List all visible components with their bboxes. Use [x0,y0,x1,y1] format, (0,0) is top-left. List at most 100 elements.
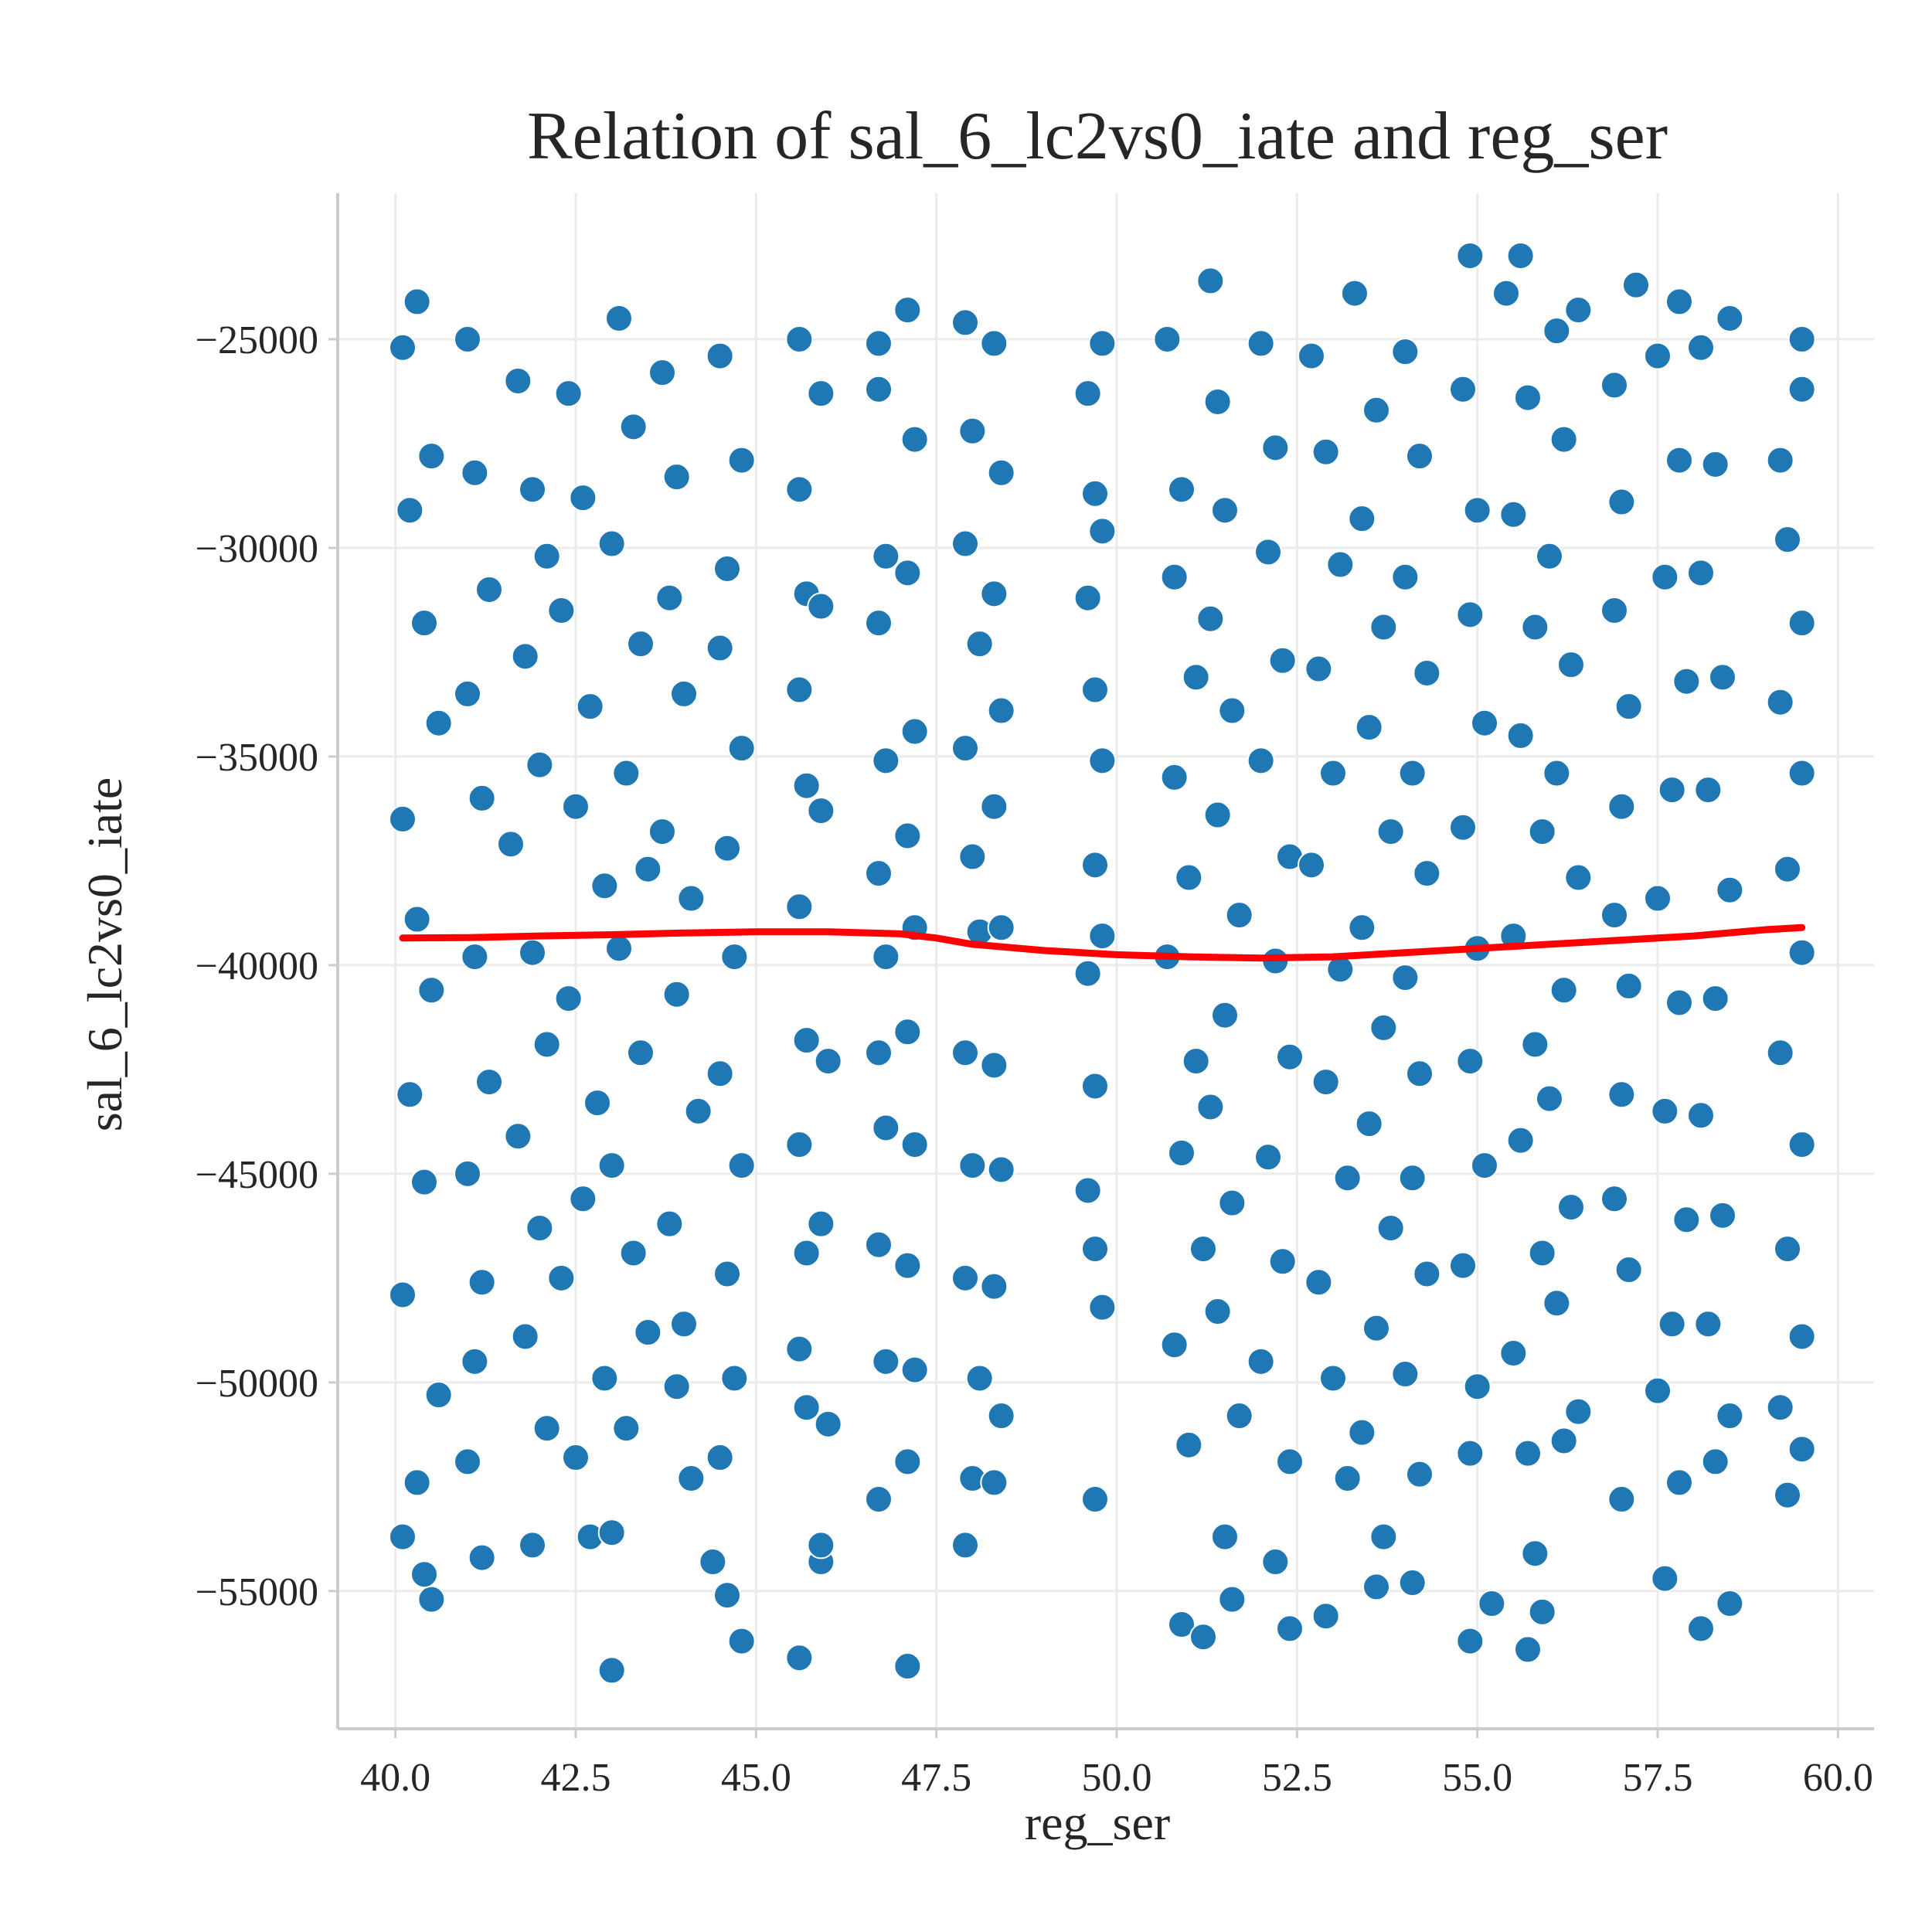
scatter-point [865,375,893,403]
scatter-point [893,1018,922,1046]
x-tick-label: 50.0 [1082,1756,1152,1800]
scatter-point [1369,613,1398,641]
scatter-point [785,1131,814,1159]
scatter-point [648,818,676,846]
scatter-point [655,1209,684,1238]
scatter-point [597,1151,626,1180]
scatter-point [980,1272,1009,1301]
scatter-point [511,642,539,671]
scatter-point [893,296,922,325]
scatter-point [900,1355,929,1384]
scatter-point [648,359,676,387]
scatter-point [1449,375,1477,403]
scatter-point [1694,1310,1723,1338]
scatter-point [785,1335,814,1363]
scatter-point [792,1239,821,1267]
scatter-point [1709,1201,1736,1230]
scatter-point [865,1039,893,1067]
scatter-point [1600,901,1628,930]
scatter-point [1218,1585,1247,1614]
scatter-point [1543,759,1571,787]
scatter-point [1787,1131,1816,1159]
scatter-point [1528,818,1556,846]
scatter-point [1413,658,1441,687]
scatter-point [1081,851,1109,879]
scatter-point [1247,329,1275,358]
scatter-point [1276,1614,1304,1643]
scatter-point [1607,1485,1636,1514]
scatter-point [987,696,1015,725]
scatter-point [1413,859,1441,888]
scatter-point [1376,1214,1405,1243]
scatter-point [554,985,583,1013]
scatter-point [814,1047,842,1076]
scatter-point [1787,1435,1816,1464]
scatter-point [1268,1247,1297,1276]
scatter-point [454,1159,481,1188]
scatter-point [424,1381,453,1410]
scatter-point [1456,1439,1485,1468]
scatter-point [468,784,496,812]
scatter-point [1391,338,1420,366]
scatter-point [526,750,554,779]
scatter-point [706,1060,734,1088]
scatter-point [1514,1439,1542,1468]
scatter-point [1196,604,1225,633]
scatter-point [1160,763,1189,791]
scatter-point [410,609,438,638]
scatter-point [1787,1322,1816,1351]
scatter-point [1528,1239,1556,1267]
scatter-point [547,1264,576,1292]
scatter-point [1622,270,1650,299]
scatter-point [1406,442,1434,471]
scatter-point [1298,851,1325,879]
scatter-point [1543,1289,1571,1318]
scatter-point [720,943,749,971]
scatter-point [951,1531,979,1560]
scatter-point [1701,985,1730,1013]
scatter-point [1607,792,1636,821]
scatter-point [1247,747,1275,775]
scatter-point [706,1444,734,1472]
scatter-point [713,554,741,583]
scatter-point [417,1585,446,1614]
scatter-point [1225,1402,1253,1430]
scatter-point [1073,959,1102,988]
scatter-point [389,333,417,362]
scatter-point [655,583,684,612]
scatter-point [1211,1001,1239,1029]
scatter-point [1787,938,1816,967]
scatter-point [1774,1481,1801,1509]
scatter-point [1716,876,1744,904]
scatter-point [569,1185,597,1213]
scatter-point [461,1347,489,1376]
scatter-point [1088,922,1117,951]
scatter-point [662,463,691,492]
scatter-point [1478,1590,1506,1618]
scatter-point [417,442,446,471]
scatter-point [951,734,979,763]
scatter-point [1196,267,1225,295]
scatter-point [1774,855,1801,883]
scatter-point [1362,1573,1390,1601]
x-tick-label: 40.0 [360,1756,430,1800]
scatter-point [1073,1176,1102,1205]
scatter-point [597,529,626,558]
scatter-point [1644,342,1672,370]
scatter-point [872,1347,900,1376]
scatter-point [634,855,662,883]
scatter-point [958,1151,987,1180]
scatter-point [1701,450,1730,478]
scatter-point [1687,1101,1715,1130]
scatter-point [958,417,987,445]
scatter-point [814,1410,842,1438]
scatter-point [1614,1256,1643,1284]
scatter-point [475,1068,503,1097]
scatter-point [468,1543,496,1572]
scatter-point [713,834,741,862]
scatter-point [1189,1235,1217,1264]
scatter-point [424,709,453,737]
scatter-point [1319,759,1347,787]
scatter-point [605,934,633,963]
scatter-point [454,325,481,353]
